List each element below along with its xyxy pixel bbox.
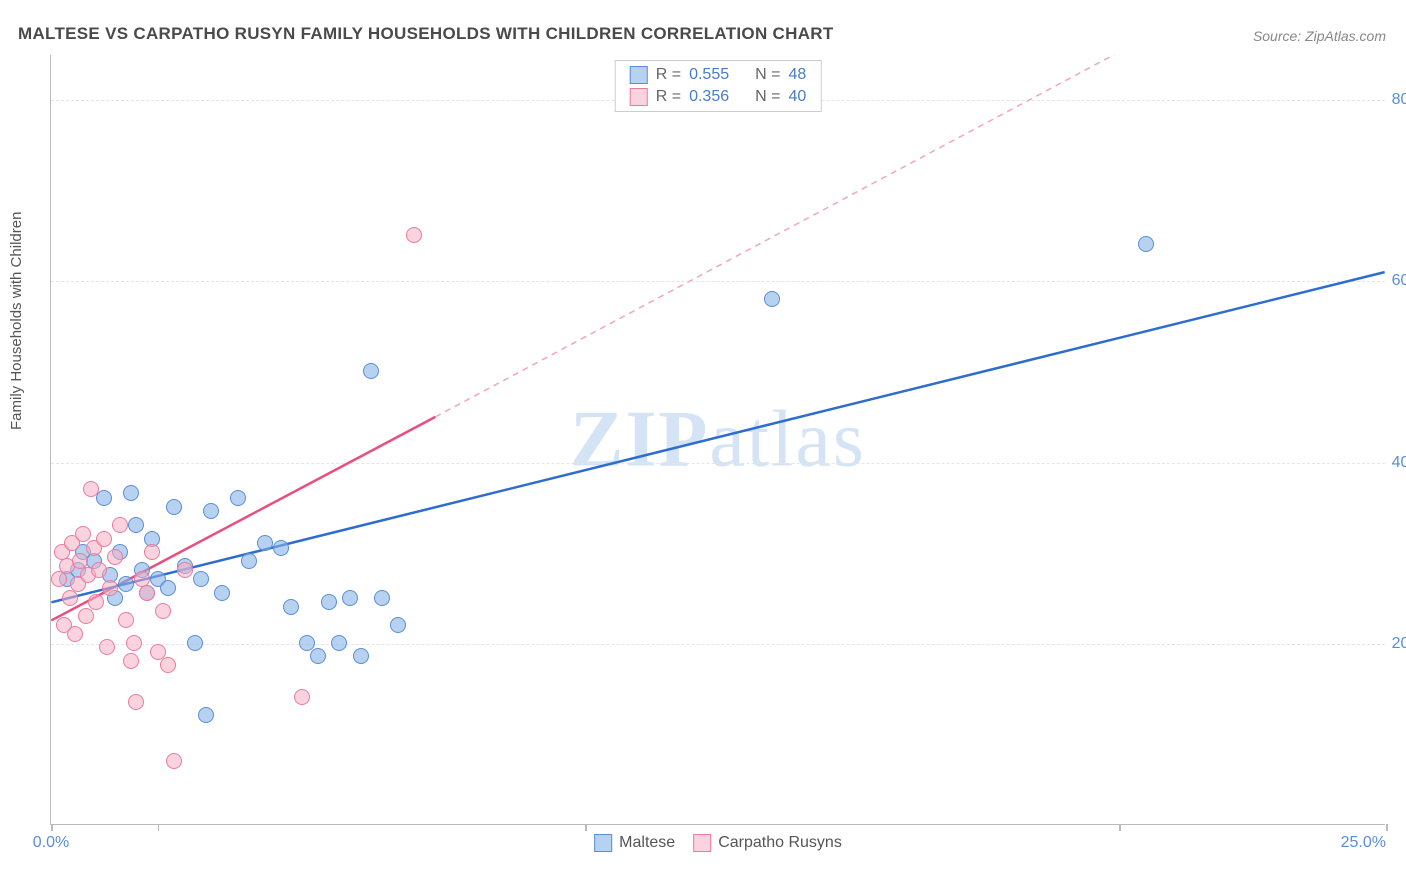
data-point — [96, 490, 112, 506]
data-point — [193, 571, 209, 587]
data-point — [198, 707, 214, 723]
data-point — [299, 635, 315, 651]
data-point — [214, 585, 230, 601]
gridline — [51, 463, 1385, 464]
data-point — [91, 562, 107, 578]
data-point — [331, 635, 347, 651]
trend-lines — [51, 55, 1385, 824]
source-attribution: Source: ZipAtlas.com — [1253, 28, 1386, 44]
data-point — [118, 576, 134, 592]
data-point — [102, 580, 118, 596]
data-point — [283, 599, 299, 615]
data-point — [166, 753, 182, 769]
data-point — [78, 608, 94, 624]
watermark-text: ZIPatlas — [570, 394, 866, 485]
y-tick-label: 40.0% — [1387, 454, 1406, 472]
x-tick — [1386, 824, 1388, 831]
x-tick — [585, 824, 587, 831]
data-point — [353, 648, 369, 664]
data-point — [294, 689, 310, 705]
data-point — [112, 517, 128, 533]
x-tick — [1119, 824, 1121, 831]
data-point — [75, 526, 91, 542]
data-point — [363, 363, 379, 379]
x-tick — [158, 824, 160, 831]
data-point — [150, 644, 166, 660]
data-point — [321, 594, 337, 610]
data-point — [160, 657, 176, 673]
gridline — [51, 281, 1385, 282]
x-tick — [51, 824, 53, 831]
series-legend: Maltese Carpatho Rusyns — [594, 834, 842, 852]
x-tick-label: 25.0% — [1341, 834, 1386, 852]
data-point — [187, 635, 203, 651]
data-point — [118, 612, 134, 628]
stats-legend: R = 0.555 N = 48 R = 0.356 N = 40 — [615, 60, 822, 112]
data-point — [144, 544, 160, 560]
data-point — [390, 617, 406, 633]
data-point — [128, 694, 144, 710]
swatch-icon — [594, 834, 612, 852]
data-point — [310, 648, 326, 664]
data-point — [764, 291, 780, 307]
data-point — [51, 571, 67, 587]
data-point — [128, 517, 144, 533]
data-point — [99, 639, 115, 655]
data-point — [123, 485, 139, 501]
data-point — [123, 653, 139, 669]
swatch-icon — [693, 834, 711, 852]
data-point — [374, 590, 390, 606]
y-tick-label: 60.0% — [1387, 272, 1406, 290]
data-point — [96, 531, 112, 547]
data-point — [155, 603, 171, 619]
plot-area: ZIPatlas 20.0%40.0%60.0%80.0%0.0%25.0% R… — [50, 55, 1385, 825]
data-point — [107, 549, 123, 565]
data-point — [88, 594, 104, 610]
data-point — [166, 499, 182, 515]
data-point — [273, 540, 289, 556]
stats-row-carpatho: R = 0.356 N = 40 — [630, 86, 807, 108]
data-point — [67, 626, 83, 642]
data-point — [406, 227, 422, 243]
legend-item-maltese: Maltese — [594, 834, 675, 852]
y-tick-label: 20.0% — [1387, 635, 1406, 653]
x-tick-label: 0.0% — [33, 834, 69, 852]
y-tick-label: 80.0% — [1387, 91, 1406, 109]
swatch-icon — [630, 66, 648, 84]
data-point — [1138, 236, 1154, 252]
legend-item-carpatho: Carpatho Rusyns — [693, 834, 842, 852]
gridline — [51, 644, 1385, 645]
data-point — [241, 553, 257, 569]
data-point — [230, 490, 246, 506]
correlation-chart: MALTESE VS CARPATHO RUSYN FAMILY HOUSEHO… — [0, 0, 1406, 892]
stats-row-maltese: R = 0.555 N = 48 — [630, 64, 807, 86]
chart-title: MALTESE VS CARPATHO RUSYN FAMILY HOUSEHO… — [18, 24, 834, 44]
data-point — [139, 585, 155, 601]
y-axis-label: Family Households with Children — [8, 212, 25, 430]
data-point — [177, 562, 193, 578]
data-point — [203, 503, 219, 519]
swatch-icon — [630, 88, 648, 106]
data-point — [342, 590, 358, 606]
data-point — [160, 580, 176, 596]
data-point — [83, 481, 99, 497]
data-point — [126, 635, 142, 651]
data-point — [257, 535, 273, 551]
data-point — [62, 590, 78, 606]
